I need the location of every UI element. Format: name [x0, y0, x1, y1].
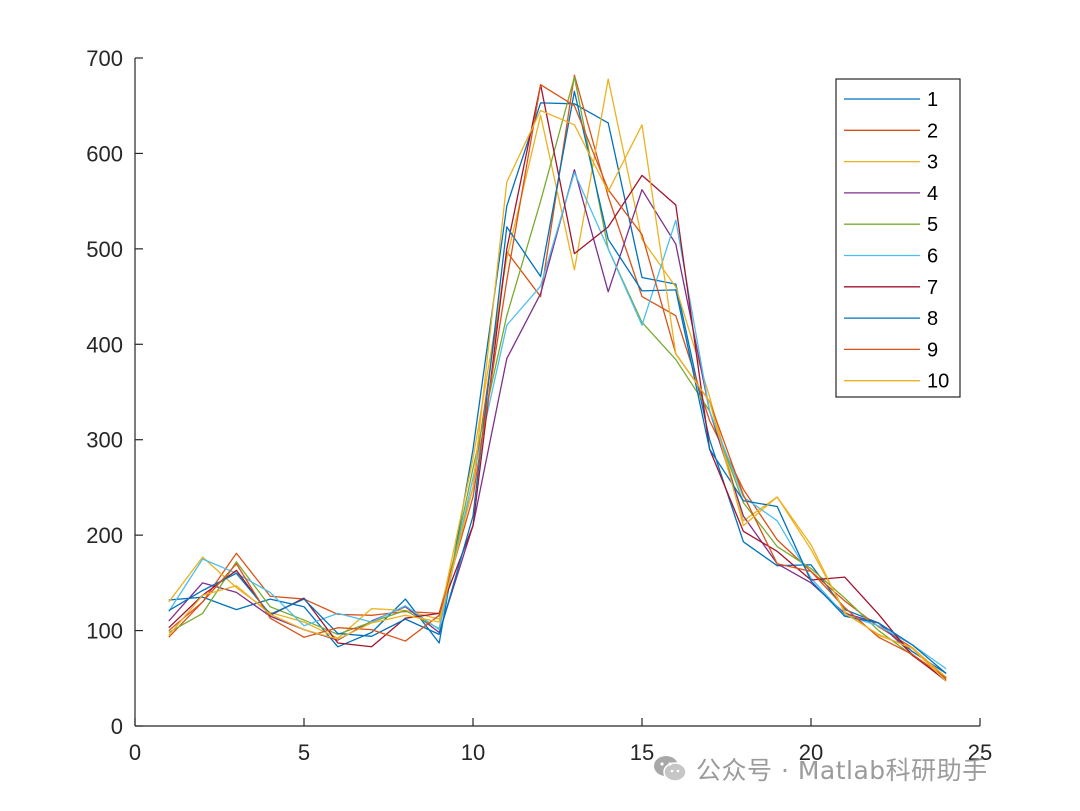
watermark: 公众号 · Matlab科研助手	[652, 752, 988, 786]
series-line-6	[168, 171, 947, 670]
x-tick-label: 0	[129, 740, 141, 765]
series-line-10	[168, 109, 947, 682]
wechat-icon	[654, 756, 687, 782]
x-tick-label: 15	[630, 740, 654, 765]
y-tick-label: 400	[86, 332, 123, 357]
series-line-9	[168, 84, 947, 679]
legend-label-2: 2	[927, 120, 938, 142]
x-tick-label: 10	[461, 740, 485, 765]
legend-box	[835, 78, 961, 398]
legend-label-4: 4	[927, 183, 938, 205]
series-line-1	[168, 102, 947, 675]
legend-label-9: 9	[927, 339, 938, 361]
legend-label-1: 1	[927, 89, 938, 111]
legend-label-7: 7	[927, 277, 938, 299]
y-tick-label: 500	[86, 237, 123, 262]
legend-label-3: 3	[927, 152, 938, 174]
series-line-5	[168, 76, 947, 679]
y-tick-label: 100	[86, 619, 123, 644]
legend-label-5: 5	[927, 214, 938, 236]
y-tick-label: 200	[86, 523, 123, 548]
y-tick-label: 300	[86, 428, 123, 453]
legend-label-10: 10	[927, 371, 949, 393]
series-line-4	[168, 168, 947, 682]
y-tick-label: 700	[86, 46, 123, 71]
legend: 1 2 3 4 5 6 7 8 9 10	[835, 78, 961, 398]
y-tick-label: 600	[86, 141, 123, 166]
series-lines	[168, 74, 947, 682]
legend-label-8: 8	[927, 308, 938, 330]
watermark-text: 公众号 · Matlab科研助手	[696, 756, 988, 785]
series-line-2	[168, 74, 947, 679]
legend-label-6: 6	[927, 246, 938, 268]
x-tick-label: 20	[799, 740, 823, 765]
x-tick-label: 5	[298, 740, 310, 765]
series-line-8	[168, 90, 947, 675]
x-tick-label: 25	[968, 740, 992, 765]
y-tick-label: 0	[111, 714, 123, 739]
